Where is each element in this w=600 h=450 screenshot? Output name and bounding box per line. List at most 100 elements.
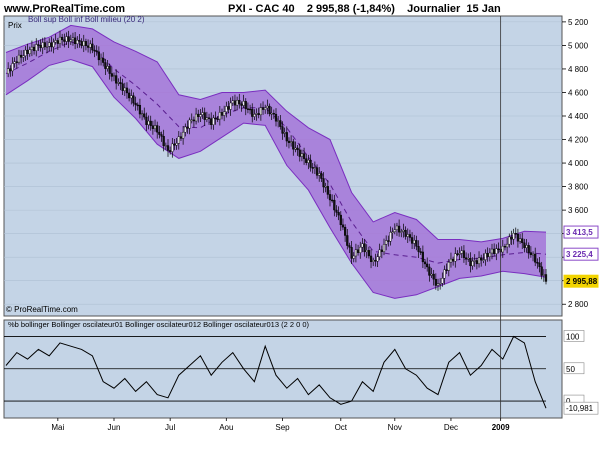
y-tick-label: 5 000 [568, 41, 589, 50]
candle-body [294, 147, 297, 150]
candle-body [449, 258, 453, 263]
candle-body [378, 249, 381, 257]
candle-body [374, 259, 377, 262]
candle-body [20, 54, 23, 58]
candle-body [434, 278, 437, 286]
candle-body [320, 173, 323, 179]
candle-body [115, 75, 118, 84]
y-tick-label: 4 800 [568, 65, 589, 74]
candle-body [194, 113, 198, 122]
candle-body [32, 46, 36, 51]
oscillator-last-label: -10,981 [566, 404, 594, 413]
candle-body [199, 114, 202, 117]
candle-body [421, 251, 424, 263]
candle-body [311, 167, 314, 169]
candle-body [298, 149, 301, 157]
candle-body [261, 107, 265, 110]
price-badges: 3 413,5 3 225,4 2 995,88 [563, 225, 599, 288]
candle-body [272, 112, 275, 115]
candle-body [475, 260, 478, 264]
price-badge-label: 3 225,4 [566, 250, 593, 259]
candle-body [387, 240, 390, 242]
candle-body [266, 105, 269, 109]
candle-body [525, 245, 528, 248]
y-tick-label: 4 400 [568, 112, 589, 121]
candle-body [290, 141, 293, 143]
candle-body [143, 113, 146, 118]
candle-body [346, 235, 349, 246]
candle-body [473, 260, 476, 262]
candle-body [240, 103, 243, 106]
candle-body [102, 57, 105, 63]
candle-body [52, 41, 55, 48]
candle-body [512, 233, 515, 240]
candle-body [482, 259, 485, 261]
candle-body [318, 173, 321, 176]
candle-body [393, 229, 396, 232]
date-x-axis: Mai Jun Jul Aou Sep Oct Nov Dec 2009 [51, 418, 510, 432]
x-tick-label: Sep [275, 423, 290, 432]
candle-body [322, 178, 325, 188]
candle-body [255, 113, 258, 115]
candle-body [458, 253, 461, 255]
x-tick-label: Aou [219, 423, 233, 432]
candle-body [369, 255, 373, 262]
candle-body [287, 140, 291, 143]
candle-body [415, 240, 418, 247]
candle-body [309, 159, 312, 168]
candle-body [506, 243, 509, 248]
candle-body [117, 82, 120, 84]
candle-body [166, 145, 170, 151]
candle-body [296, 147, 299, 151]
candle-body [61, 36, 64, 41]
candle-body [281, 126, 284, 134]
oscillator-level-labels: 100 50 0-10,981 [563, 330, 599, 415]
price-y-axis: 5 200 5 000 4 800 4 600 4 400 4 200 4 000 3 800… [562, 18, 589, 309]
candle-body [419, 251, 422, 253]
candle-body [140, 113, 144, 115]
candle-body [93, 49, 96, 52]
candle-body [302, 153, 306, 159]
y-tick-label: 4 000 [568, 159, 589, 168]
oscillator-line [5, 335, 547, 409]
candle-body [354, 249, 358, 257]
candle-body [341, 224, 345, 228]
candle-body [158, 131, 161, 135]
candle-body [112, 75, 116, 77]
y-tick-label: 4 600 [568, 88, 589, 97]
candle-body [74, 37, 77, 45]
candle-body [503, 245, 507, 248]
candle-body [162, 136, 165, 146]
candle-body [104, 62, 107, 69]
candle-body [277, 120, 280, 122]
price-badge [563, 225, 599, 239]
site-name[interactable]: www.ProRealTime.com [4, 3, 126, 15]
candle-body [471, 260, 474, 267]
candle-body [95, 50, 98, 52]
candle-body [417, 246, 420, 252]
candle-body [436, 283, 440, 286]
instrument-title: PXI - CAC 40 2 995,88 (-1,84%) Journalie… [228, 3, 501, 15]
oscillator-last-box [563, 401, 599, 415]
candle-body [527, 245, 530, 253]
candle-body [426, 263, 429, 268]
candle-body [212, 117, 215, 125]
y-tick-label: 3 600 [568, 206, 589, 215]
candle-body [132, 95, 135, 104]
candle-body [56, 40, 59, 44]
candle-body [521, 238, 524, 244]
candle-body [220, 112, 224, 116]
candle-body [328, 194, 332, 201]
candle-body [205, 117, 208, 120]
candle-body [270, 112, 273, 115]
candle-body [490, 248, 494, 254]
candle-body [134, 102, 137, 106]
candle-body [45, 46, 49, 48]
candle-body [63, 39, 66, 42]
candle-body [184, 126, 187, 133]
candle-body [173, 143, 176, 146]
candle-body [233, 100, 237, 106]
candle-body [376, 256, 379, 262]
candle-body [248, 108, 252, 111]
